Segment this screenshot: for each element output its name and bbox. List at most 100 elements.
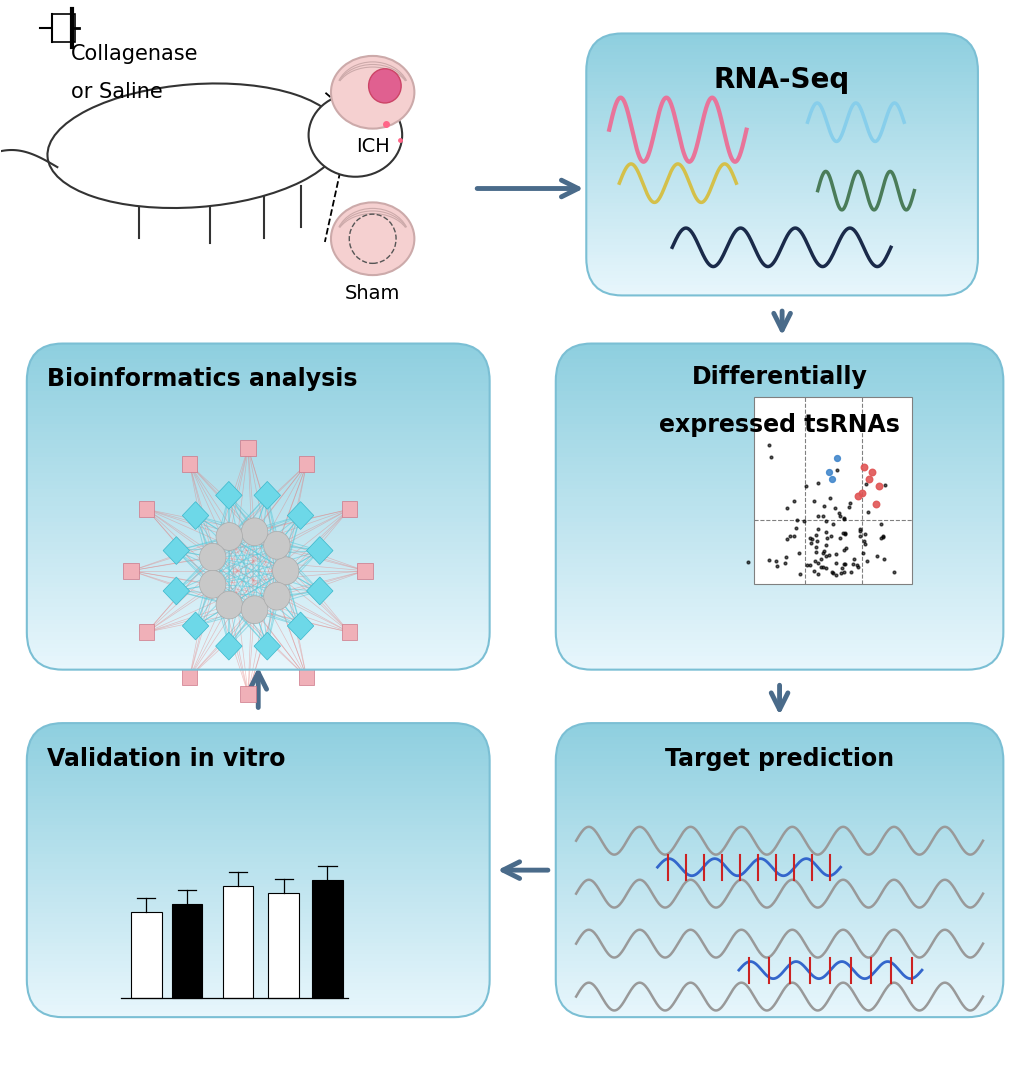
Bar [312, 880, 342, 998]
Bar [26, 355, 489, 360]
Bar [586, 45, 977, 49]
Point [884, 564, 901, 581]
Point [837, 539, 853, 556]
Point [830, 508, 847, 525]
Bar [26, 620, 489, 625]
Bar [555, 550, 1003, 555]
Point [809, 566, 825, 583]
Bar [240, 686, 256, 702]
Bar [26, 877, 489, 881]
Point [833, 564, 849, 581]
Bar [555, 924, 1003, 929]
Bar [171, 904, 202, 998]
Bar [26, 968, 489, 973]
Point [870, 477, 887, 494]
Bar [26, 660, 489, 666]
Bar [555, 909, 1003, 914]
Bar [139, 502, 154, 518]
Bar [26, 628, 489, 632]
Bar [586, 209, 977, 213]
Bar [26, 400, 489, 405]
Bar [555, 649, 1003, 653]
Bar [555, 563, 1003, 568]
Bar [26, 416, 489, 421]
Bar [555, 355, 1003, 360]
Bar [586, 85, 977, 89]
Bar [26, 513, 489, 519]
Bar [586, 39, 977, 43]
Bar [555, 839, 1003, 845]
Polygon shape [254, 481, 280, 509]
Bar [268, 893, 299, 998]
Bar [555, 436, 1003, 442]
Point [809, 475, 825, 492]
Bar [555, 939, 1003, 943]
Bar [26, 481, 489, 487]
Bar [555, 954, 1003, 958]
Bar [26, 854, 489, 859]
Point [768, 557, 785, 575]
Bar [586, 262, 977, 266]
Bar [26, 563, 489, 568]
Bar [555, 858, 1003, 863]
Bar [26, 865, 489, 870]
Point [760, 551, 776, 568]
Point [828, 449, 845, 466]
Bar [555, 506, 1003, 510]
Bar [26, 762, 489, 768]
Bar [26, 554, 489, 560]
Circle shape [264, 582, 289, 610]
Point [809, 520, 825, 537]
Bar [26, 631, 489, 637]
Bar [26, 1006, 489, 1010]
Bar [586, 42, 977, 46]
Point [815, 542, 832, 560]
Point [856, 535, 872, 552]
Bar [26, 506, 489, 510]
Point [818, 530, 835, 547]
Circle shape [242, 596, 268, 624]
Bar [555, 428, 1003, 433]
Ellipse shape [330, 203, 414, 276]
Bar [555, 991, 1003, 995]
Bar [26, 976, 489, 981]
Bar [26, 947, 489, 951]
Bar [555, 493, 1003, 498]
Bar [555, 755, 1003, 760]
Bar [26, 445, 489, 449]
Bar [586, 153, 977, 158]
Bar [26, 788, 489, 793]
Bar [555, 803, 1003, 807]
Bar [586, 219, 977, 223]
Bar [26, 538, 489, 544]
Bar [341, 624, 357, 640]
Bar [26, 759, 489, 763]
Bar [555, 832, 1003, 837]
Bar [26, 965, 489, 969]
Bar [586, 160, 977, 164]
Point [787, 519, 803, 536]
Bar [555, 806, 1003, 812]
Circle shape [272, 556, 299, 584]
Point [872, 528, 889, 546]
Bar [555, 497, 1003, 503]
Point [841, 498, 857, 516]
Bar [26, 774, 489, 778]
Bar [555, 800, 1003, 804]
Bar [586, 183, 977, 188]
Bar [586, 193, 977, 197]
Bar [555, 880, 1003, 884]
Bar [26, 346, 489, 352]
Bar [586, 32, 977, 36]
Bar [26, 497, 489, 503]
Bar [555, 932, 1003, 936]
Bar [26, 726, 489, 730]
Bar [555, 595, 1003, 600]
Bar [26, 509, 489, 515]
Point [827, 546, 844, 563]
Bar [26, 810, 489, 815]
Bar [26, 913, 489, 918]
Point [874, 527, 891, 545]
Bar [26, 567, 489, 571]
Bar [26, 583, 489, 589]
